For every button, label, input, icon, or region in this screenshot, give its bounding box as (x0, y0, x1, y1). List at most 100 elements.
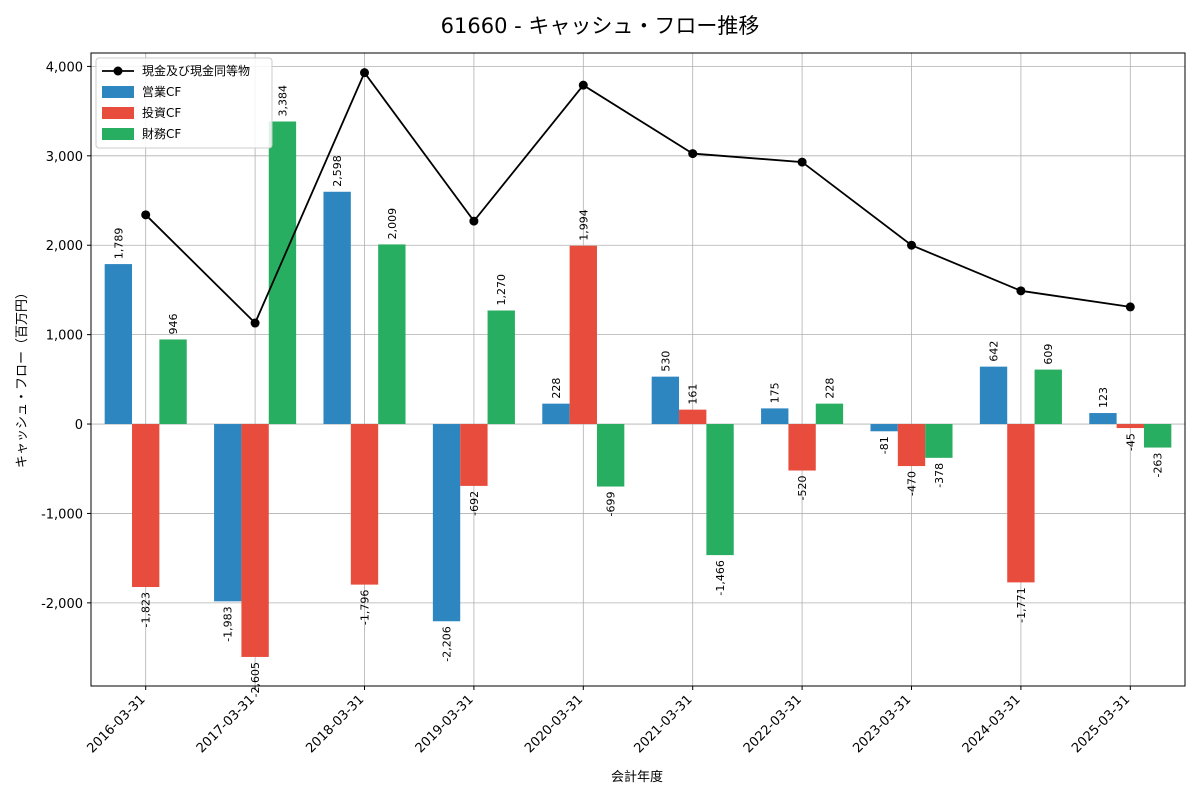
bar (761, 408, 789, 425)
bar (1143, 424, 1172, 448)
bar (378, 244, 406, 425)
bar (487, 310, 515, 425)
cash-point (1125, 302, 1135, 312)
bar (241, 424, 269, 657)
bar (460, 424, 488, 486)
data-label: -470 (906, 471, 919, 496)
legend-label: 現金及び現金同等物 (142, 63, 250, 78)
data-label: 609 (1042, 344, 1055, 365)
data-label: -1,796 (359, 590, 372, 625)
legend-marker (113, 66, 123, 76)
plot-frame (90, 52, 1186, 687)
bar (350, 424, 379, 585)
bar (706, 424, 734, 556)
bar (815, 403, 844, 425)
bar (925, 424, 953, 458)
data-label: -1,771 (1015, 587, 1028, 622)
bar (1034, 369, 1062, 425)
bar (1089, 413, 1117, 425)
data-label: -1,983 (222, 606, 235, 641)
data-label: -1,823 (140, 592, 153, 627)
data-label: -2,605 (249, 662, 262, 697)
x-tick-label: 2025-03-31 (1069, 692, 1133, 756)
data-label: 3,384 (276, 85, 289, 117)
legend-label: 営業CF (142, 85, 181, 99)
cash-point (141, 210, 151, 220)
data-label: 1,789 (112, 228, 125, 260)
y-tick-label: 2,000 (46, 239, 83, 254)
y-tick-label: 1,000 (46, 329, 83, 344)
data-label: 1,270 (495, 274, 508, 306)
bar (651, 376, 680, 425)
x-tick-label: 2023-03-31 (850, 692, 914, 756)
data-label: 228 (823, 378, 836, 399)
bar (159, 339, 187, 425)
data-label: -692 (468, 491, 481, 516)
cash-point (360, 68, 369, 78)
cash-point (250, 318, 260, 328)
data-label: 2,598 (331, 155, 344, 187)
x-tick-label: 2020-03-31 (522, 692, 586, 756)
data-label: 530 (659, 351, 672, 372)
x-tick-label: 2024-03-31 (960, 692, 1024, 756)
data-label: -1,466 (714, 560, 727, 595)
cash-point (907, 240, 916, 250)
bar (268, 121, 297, 425)
y-axis-label: キャッシュ・フロー（百万円） (15, 286, 30, 468)
bar (432, 424, 461, 622)
bar (214, 424, 242, 602)
data-label: 161 (687, 384, 700, 405)
bar (596, 424, 625, 487)
x-tick-label: 2017-03-31 (194, 692, 258, 756)
legend-label: 投資CF (142, 105, 181, 120)
cash-point (1016, 286, 1026, 296)
x-tick-label: 2022-03-31 (741, 692, 805, 756)
data-label: -81 (878, 436, 891, 454)
bar (979, 366, 1008, 425)
chart-title: 61660 - キャッシュ・フロー推移 (441, 14, 760, 38)
x-tick-label: 2019-03-31 (413, 692, 477, 756)
cash-point (469, 216, 479, 226)
bar (1007, 424, 1035, 583)
data-label: -2,206 (441, 626, 454, 661)
data-label: -263 (1152, 453, 1165, 478)
legend-swatch (102, 128, 134, 140)
y-tick-label: 0 (75, 418, 83, 433)
data-label: 123 (1097, 387, 1110, 408)
x-axis-label: 会計年度 (611, 769, 663, 785)
cash-point (797, 157, 807, 167)
bar (542, 403, 570, 425)
x-tick-label: 2016-03-31 (84, 692, 148, 756)
data-label: -45 (1124, 433, 1137, 451)
x-tick-label: 2021-03-31 (631, 692, 695, 756)
y-tick-label: 3,000 (46, 150, 83, 165)
data-label: -699 (605, 492, 618, 517)
data-label: -520 (796, 476, 809, 501)
bar (897, 424, 926, 467)
bars-layer (104, 121, 1172, 657)
bar (323, 191, 351, 425)
y-tick-label: -1,000 (41, 507, 83, 522)
legend-swatch (102, 86, 134, 98)
y-tick-label: -2,000 (41, 597, 83, 612)
bar (679, 409, 707, 425)
bar (104, 264, 133, 425)
cash-point (688, 149, 698, 159)
cash-line (145, 70, 1131, 325)
line-layer (141, 68, 1135, 328)
data-label: 2,009 (386, 208, 399, 240)
y-tick-label: 4,000 (46, 60, 83, 75)
bar (132, 424, 160, 588)
legend-box (95, 57, 273, 149)
data-label: 946 (167, 313, 180, 334)
labels-layer: 1,789 -1,983 2,598 -2,206 228 530 175 -81 642 123… (112, 85, 1164, 697)
data-label: -378 (933, 463, 946, 488)
data-label: 642 (988, 341, 1001, 362)
x-tick-label: 2018-03-31 (303, 692, 367, 756)
bar (1116, 424, 1144, 429)
bar (569, 245, 597, 425)
data-label: 175 (769, 382, 782, 403)
legend-label: 財務CF (142, 126, 181, 141)
